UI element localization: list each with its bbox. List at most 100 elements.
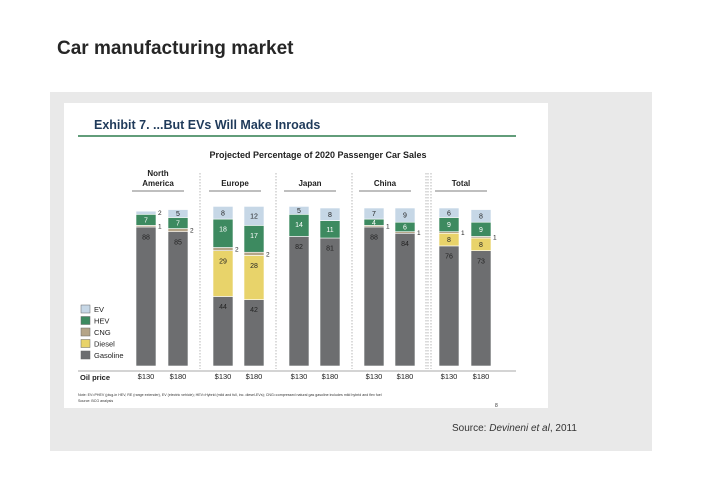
bar-segment-gasoline [363,226,385,367]
data-label-ev: 5 [297,208,301,215]
bar-segment-ev [243,206,265,226]
data-label-ev: 9 [403,213,407,220]
exhibit-note-source: Source: BCG analysis [78,399,113,403]
bar-segment-ev [319,207,341,221]
bar-segment-cng [212,247,234,251]
x-tick-label: $130 [291,372,308,381]
bar-segment-gasoline [135,226,157,367]
data-label-ev: 8 [479,214,483,221]
bar-segment-gasoline [167,231,189,367]
data-label-ev: 8 [221,210,225,217]
data-label-hev: 7 [144,217,148,224]
data-label-gasoline: 73 [477,258,485,265]
data-label-ev: 7 [372,211,376,218]
data-label-cng: 2 [266,251,270,258]
bar-segment-ev [212,206,234,220]
legend-swatch-ev [80,304,91,314]
data-label-diesel: 29 [219,258,227,265]
bar-segment-ev [394,207,416,223]
region-header: China [374,179,397,188]
data-label-ev: 5 [176,211,180,218]
data-label-gasoline: 85 [174,239,182,246]
legend-swatch-gasoline [80,350,91,360]
data-label-hev: 4 [372,220,376,227]
region-header: North [147,169,168,178]
region-header: Europe [221,179,249,188]
source-prefix: Source: [452,423,490,434]
legend-label-gasoline: Gasoline [94,351,124,360]
region-header: Japan [298,179,321,188]
data-label-cng: 1 [461,230,465,237]
exhibit-card: Exhibit 7. ...But EVs Will Make Inroads … [64,103,548,409]
data-label-hev: 7 [176,221,180,228]
data-label-gasoline: 84 [401,241,409,248]
data-label-diesel: 8 [479,242,483,249]
bar-segment-ev [438,207,460,218]
source-authors: Devineni et al [489,423,550,434]
bar-segment-ev [288,206,310,215]
data-label-gasoline: 88 [142,235,150,242]
data-label-ev: 6 [447,210,451,217]
data-label-cng: 2 [190,228,194,235]
bar-segment-cng [167,228,189,233]
bar-segment-gasoline [319,237,341,367]
legend-label-ev: EV [94,305,104,314]
data-label-hev: 9 [447,222,451,229]
x-tick-label: $180 [322,372,339,381]
legend-label-diesel: Diesel [94,340,115,349]
bar-segment-gasoline [470,250,492,367]
bar-segment-gasoline [288,236,310,367]
data-label-cng: 1 [493,235,497,242]
legend-swatch-hev [80,316,91,325]
x-tick-label: $130 [441,372,458,381]
x-tick-label: $130 [138,372,155,381]
data-label-gasoline: 76 [445,254,453,261]
data-label-hev: 6 [403,225,407,232]
data-label-gasoline: 88 [370,235,378,242]
legend-swatch-diesel [80,339,91,348]
data-label-cng: 2 [235,247,239,254]
source-citation: Source: Devineni et al, 2011 [452,423,577,434]
data-label-hev: 14 [295,222,303,229]
x-tick-label: $130 [366,372,383,381]
oil-price-label: Oil price [80,373,110,382]
data-label-hev: 9 [479,227,483,234]
bar-segment-ev [470,209,492,223]
x-tick-label: $180 [246,372,263,381]
data-label-hev: 17 [250,233,258,240]
bar-segment-gasoline [438,245,460,367]
chart-subtitle: Projected Percentage of 2020 Passenger C… [209,150,426,160]
data-label-cng: 1 [386,224,390,231]
exhibit-title: Exhibit 7. ...But EVs Will Make Inroads [94,118,320,132]
data-label-ev: 8 [328,212,332,219]
slide-title: Car manufacturing market [57,38,294,59]
bar-segment-cng [243,251,265,256]
x-tick-label: $180 [397,372,414,381]
bar-segment-ev [363,207,385,220]
x-tick-label: $130 [215,372,232,381]
region-header: America [142,179,174,188]
stacked-bar-chart: Exhibit 7. ...But EVs Will Make Inroads … [64,103,548,409]
x-tick-label: $180 [170,372,187,381]
exhibit-page-number: 8 [495,403,498,408]
data-label-ev: 2 [158,210,162,217]
legend-label-cng: CNG [94,328,111,337]
legend-swatch-cng [80,327,91,337]
data-label-cng: 1 [158,224,162,231]
data-label-hev: 11 [326,227,333,234]
bar-segment-ev [167,209,189,218]
data-label-diesel: 28 [250,263,258,270]
x-tick-label: $180 [473,372,490,381]
data-label-hev: 18 [219,227,227,234]
data-label-gasoline: 44 [219,304,227,311]
bar-segment-ev [135,210,157,215]
data-label-gasoline: 81 [326,246,334,253]
legend-label-hev: HEV [94,317,109,326]
bar-segment-gasoline [394,232,416,367]
data-label-diesel: 8 [447,237,451,244]
source-year: , 2011 [549,423,577,434]
data-label-gasoline: 82 [295,244,303,251]
exhibit-note: Note: EV=PHEV (plug-in HEV, RE (range ex… [78,393,382,397]
data-label-gasoline: 42 [250,307,258,314]
region-header: Total [452,179,471,188]
